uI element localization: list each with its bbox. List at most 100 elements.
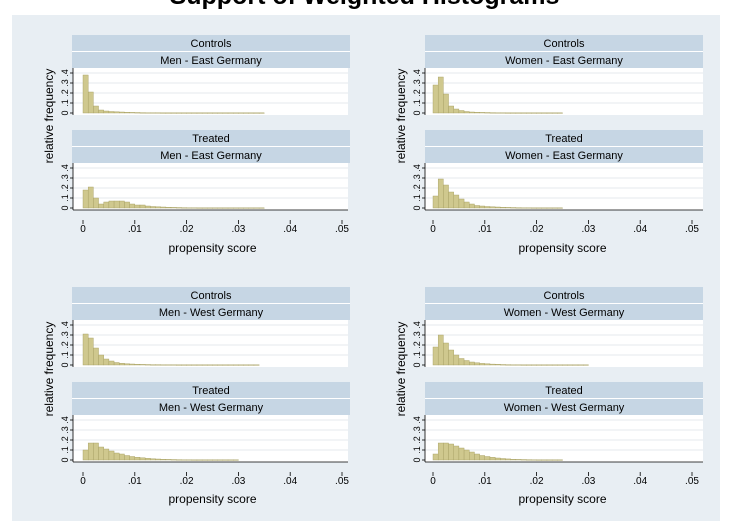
histogram-bar [536,459,542,461]
histogram-bar [134,457,141,461]
x-tick-label: .03 [581,224,595,235]
histogram-bar [124,201,130,209]
histogram-bar [227,459,234,461]
histogram-bar [557,459,563,461]
histogram-bar [448,443,454,461]
histogram-bar [546,112,553,114]
histogram-bar [196,364,203,366]
x-tick-label: .05 [685,224,699,235]
histogram-bar [437,442,444,461]
histogram-bar [453,108,460,114]
x-axis-title: propensity score [518,241,606,255]
y-axis-title: relative frequency [42,322,56,417]
histogram-bar [505,112,511,114]
histogram-bar [191,364,198,366]
histogram-bar [520,207,527,209]
histogram-bar [541,364,548,366]
histogram-bar [212,112,218,114]
histogram-bar [531,207,537,209]
histogram-bar [541,459,548,461]
histogram-bar [520,112,527,114]
histogram-bar [160,112,167,114]
histogram-bar [500,458,506,461]
histogram-bar [129,363,135,366]
histogram-bar [437,334,444,366]
histogram-bar [463,449,470,461]
histogram-bar [201,207,208,209]
histogram-bar [469,111,475,114]
histogram-bar [238,364,244,366]
histogram-bar [484,456,491,461]
y-axis-title: relative frequency [42,69,56,164]
histogram-bar [160,459,167,461]
strip-label: Men - East Germany [160,150,262,162]
histogram-bar [170,364,177,366]
histogram-bar [474,205,480,209]
x-tick-label: 0 [430,224,436,235]
y-tick-label: .1 [412,194,422,202]
x-axis-title: propensity score [168,241,256,255]
y-tick-label: .4 [412,164,422,172]
histogram-bar [212,207,218,209]
histogram-bar [103,448,110,461]
x-tick-label: .04 [633,224,647,235]
plot-area-men-west-germany-controls [73,320,348,367]
histogram-bar [82,74,89,114]
histogram-bar [196,207,203,209]
x-tick-label: 0 [430,476,436,487]
histogram-bar [557,364,563,366]
figure-title-text: Support of Weighted Histograms [0,0,729,11]
histogram-bar [479,112,485,114]
histogram-bar [526,207,532,209]
histogram-bar [176,207,182,209]
histogram-bar [494,112,501,114]
histogram-bar [253,207,260,209]
strip-label: Controls [544,38,585,50]
strip-label: Men - West Germany [159,402,264,414]
histogram-bar [489,112,496,114]
histogram-bar [432,195,439,209]
histogram-bar [119,363,125,366]
histogram-bar [567,364,574,366]
strip-label: Treated [192,385,230,397]
histogram-bar [248,364,255,366]
histogram-bar [87,337,94,366]
y-tick-label: .1 [60,194,70,202]
y-tick-label: .3 [412,174,422,182]
histogram-bar [474,453,480,461]
histogram-bar [212,364,218,366]
histogram-bar [557,112,563,114]
histogram-bar [103,201,110,209]
histogram-bar [207,364,213,366]
y-tick-label: .3 [60,426,70,434]
histogram-bar [181,112,187,114]
histogram-bar [113,200,120,209]
strip-label: Women - East Germany [505,150,623,162]
histogram-bar [165,459,172,461]
x-tick-label: .05 [335,476,349,487]
histogram-bar [448,349,454,366]
histogram-bar [479,455,485,461]
x-axis-title: propensity score [518,492,606,506]
histogram-bar [474,111,480,114]
histogram-bar [238,207,244,209]
x-tick-label: 0 [80,476,86,487]
y-tick-label: 0 [412,205,422,210]
histogram-bar [526,112,532,114]
y-tick-label: .1 [412,99,422,107]
y-tick-label: 0 [412,110,422,115]
histogram-bar [176,364,182,366]
histogram-bar [155,206,161,209]
histogram-bar [139,112,146,114]
histogram-bar [469,451,475,461]
histogram-bar [510,459,517,461]
histogram-bar [212,459,218,461]
histogram-bar [139,364,146,366]
histogram-bar [108,200,115,209]
histogram-bar [181,207,187,209]
histogram-bar [469,361,475,366]
histogram-bar [144,112,151,114]
strip-label: Treated [545,385,583,397]
x-tick-label: .01 [128,224,142,235]
